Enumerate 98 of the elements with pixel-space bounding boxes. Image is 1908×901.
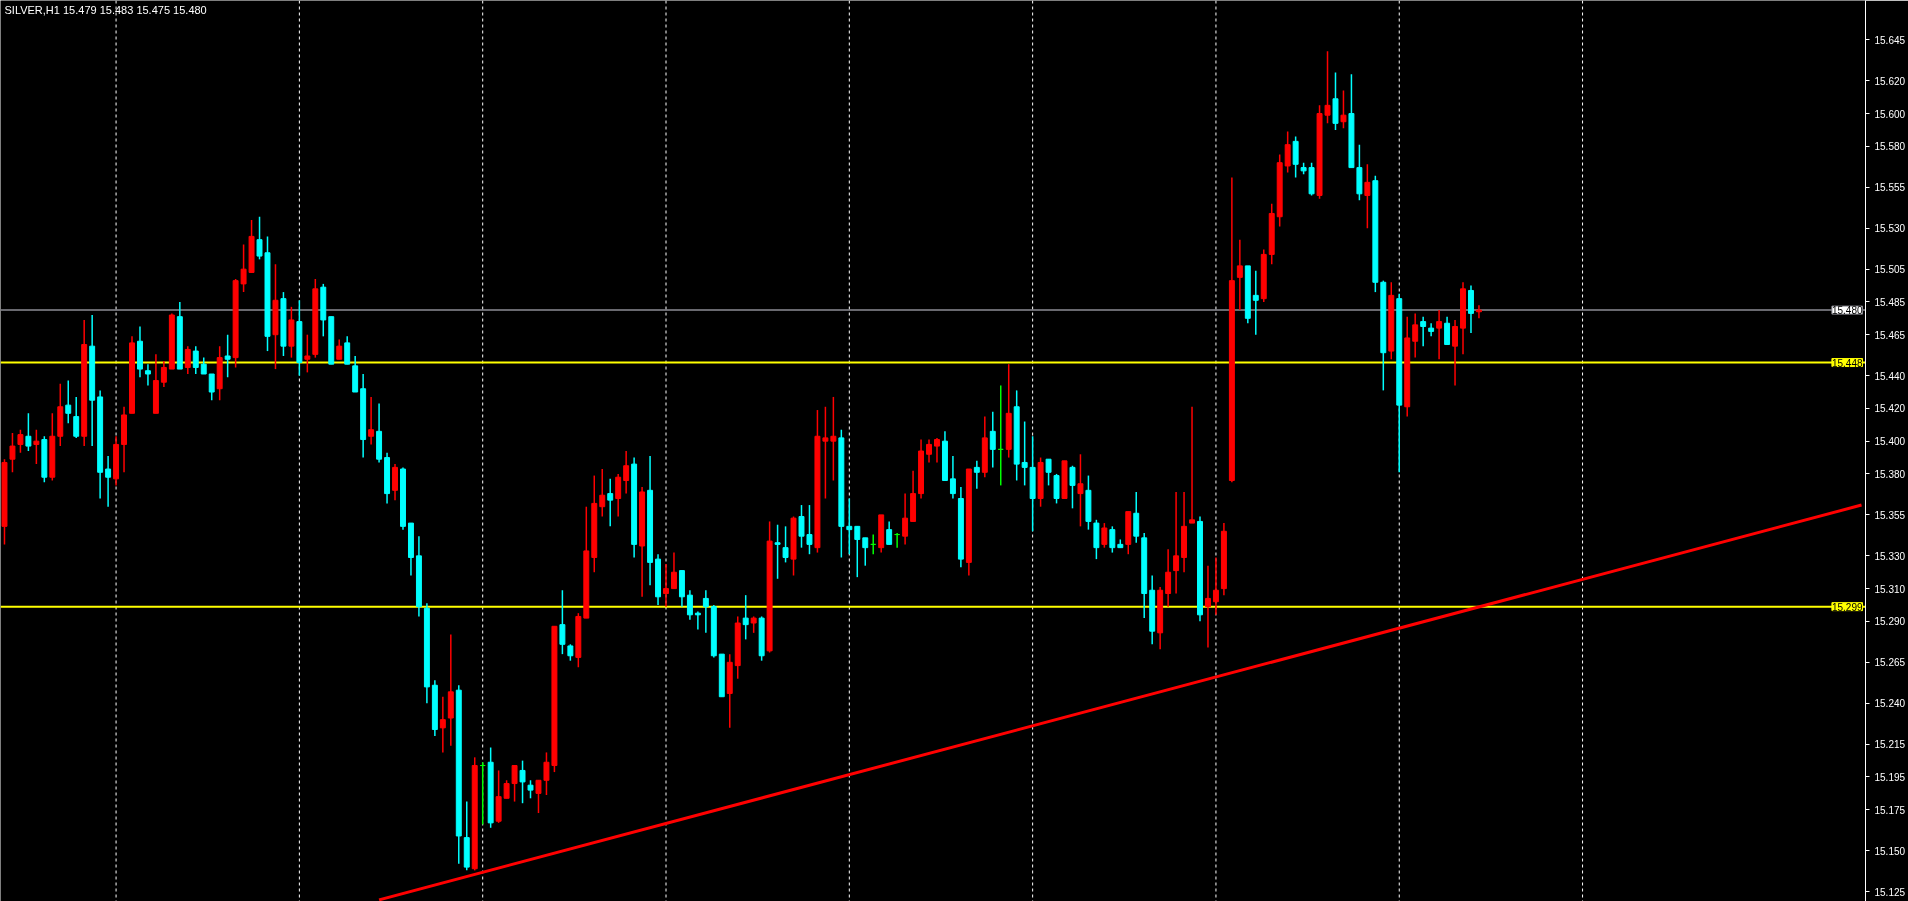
candlestick xyxy=(144,363,151,387)
ref-line-label: 15.448 xyxy=(1831,357,1863,369)
candlestick xyxy=(192,345,199,375)
candlestick xyxy=(439,695,446,754)
y-tick-label: 15.620 xyxy=(1874,75,1906,87)
candlestick xyxy=(1436,309,1443,361)
candlestick xyxy=(33,428,40,465)
ref-line-label: 15.480 xyxy=(1831,305,1863,317)
candlestick xyxy=(862,537,869,567)
candlestick xyxy=(105,455,112,508)
candlestick xyxy=(1109,525,1116,554)
y-tick-label: 15.240 xyxy=(1874,698,1906,710)
candlestick xyxy=(1475,304,1482,320)
candlestick xyxy=(1236,238,1243,311)
candlestick xyxy=(344,335,351,365)
candlestick xyxy=(336,338,343,361)
candlestick xyxy=(1364,163,1371,229)
candlestick xyxy=(1173,491,1180,595)
candlestick xyxy=(1189,406,1195,524)
candlestick xyxy=(1420,315,1427,347)
y-tick-label: 15.310 xyxy=(1874,583,1906,595)
candlestick xyxy=(615,473,622,518)
candlestick xyxy=(1292,135,1299,179)
y-tick-label: 15.420 xyxy=(1874,403,1906,415)
candlestick xyxy=(559,589,566,655)
y-tick-label: 15.150 xyxy=(1874,845,1906,857)
candlestick xyxy=(663,563,669,608)
candlestick xyxy=(886,520,893,546)
y-tick-label: 15.505 xyxy=(1874,264,1906,276)
candlestick xyxy=(184,345,191,375)
candlestick xyxy=(17,428,24,454)
y-tick-label: 15.555 xyxy=(1874,182,1906,194)
candlestick xyxy=(774,523,781,580)
candlestick xyxy=(1133,491,1140,544)
candlestick xyxy=(902,492,909,546)
candlestick xyxy=(527,779,534,800)
candlestick xyxy=(599,468,606,518)
candlestick xyxy=(1053,473,1060,505)
candlestick xyxy=(1212,556,1219,616)
candlestick xyxy=(160,360,167,388)
y-tick-label: 15.440 xyxy=(1874,370,1906,382)
y-tick-label: 15.530 xyxy=(1874,223,1906,235)
y-tick-label: 15.175 xyxy=(1874,804,1906,816)
y-tick-label: 15.600 xyxy=(1874,108,1906,120)
candlestick xyxy=(304,333,311,374)
candlestick xyxy=(782,525,789,564)
candlestick xyxy=(368,396,375,446)
candlestick xyxy=(1021,420,1028,487)
candlestick xyxy=(519,759,526,804)
candlestick xyxy=(1444,315,1451,346)
candlestick xyxy=(208,373,215,401)
candlestick xyxy=(671,551,677,590)
candlestick xyxy=(607,478,614,528)
candlestick xyxy=(1165,548,1172,608)
y-tick-label: 15.485 xyxy=(1874,296,1906,308)
candlestick xyxy=(742,594,749,641)
y-tick-label: 15.195 xyxy=(1874,772,1906,783)
y-tick-label: 15.265 xyxy=(1874,657,1906,669)
candlestick xyxy=(65,379,72,424)
candlestick xyxy=(9,432,16,474)
candlestick xyxy=(1077,453,1084,528)
candlestick xyxy=(989,410,996,469)
y-tick-label: 15.580 xyxy=(1874,141,1906,153)
candlestick xyxy=(1252,270,1259,336)
candlestick xyxy=(686,589,693,621)
candlestick xyxy=(926,438,932,464)
candlestick xyxy=(973,460,980,490)
candlestick xyxy=(1412,312,1419,359)
candlestick xyxy=(949,455,956,500)
candlestick xyxy=(846,497,853,555)
candlestick xyxy=(1452,319,1459,387)
y-tick-label: 15.290 xyxy=(1874,616,1906,628)
y-tick-label: 15.125 xyxy=(1874,886,1906,898)
candlestick xyxy=(1069,464,1076,510)
candlestick xyxy=(392,463,398,501)
candlestick xyxy=(25,412,32,452)
candlestick xyxy=(1340,89,1347,130)
candlestick xyxy=(1045,458,1052,487)
y-tick-label: 15.400 xyxy=(1874,436,1906,448)
candlestick xyxy=(1468,284,1474,334)
y-tick-label: 15.465 xyxy=(1874,329,1906,341)
candlestick xyxy=(934,437,940,464)
y-tick-label: 15.645 xyxy=(1874,34,1906,46)
ref-line-label: 15.299 xyxy=(1831,601,1863,613)
y-tick-label: 15.380 xyxy=(1874,468,1906,480)
candlestick xyxy=(1101,522,1108,549)
candlestick xyxy=(224,333,231,379)
candlestick xyxy=(854,525,861,578)
candlestick xyxy=(702,589,709,634)
candlestick xyxy=(535,779,542,814)
candlestick xyxy=(623,450,630,495)
y-tick-label: 15.355 xyxy=(1874,509,1906,521)
candlestick xyxy=(1205,564,1211,649)
candlestick xyxy=(73,396,80,439)
chart-title: SILVER,H1 15.479 15.483 15.475 15.480 xyxy=(4,3,207,16)
candlestick xyxy=(1284,130,1291,174)
y-tick-label: 15.330 xyxy=(1874,550,1906,562)
y-tick-label: 15.215 xyxy=(1874,739,1906,751)
